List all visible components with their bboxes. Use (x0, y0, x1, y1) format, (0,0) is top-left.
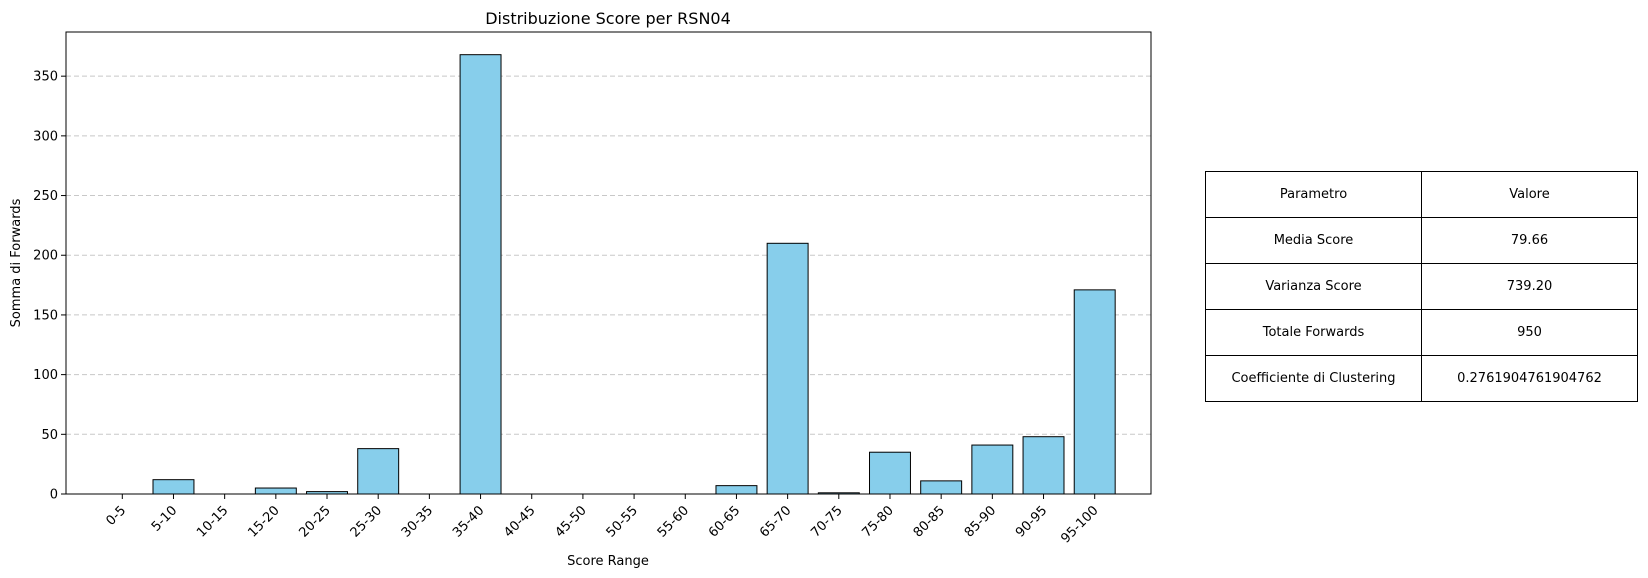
y-tick-label: 150 (33, 308, 58, 323)
table-cell: 950 (1421, 309, 1638, 356)
y-tick-label: 0 (50, 488, 58, 503)
y-tick-label: 200 (33, 249, 58, 264)
bar-60-65 (715, 485, 758, 495)
x-tick-label: 70-75 (808, 503, 845, 540)
grid-lines (66, 75, 1151, 435)
table-cell: Valore (1421, 171, 1638, 218)
x-tick-label: 30-35 (399, 503, 436, 540)
y-tick-label: 250 (33, 189, 58, 204)
x-tick-label: 90-95 (1013, 503, 1050, 540)
table-cell: Varianza Score (1205, 263, 1422, 310)
x-axis: 0-5 5-10 10-15 15-20 20-25 25-30 30-35 35-40 40-… (104, 494, 1102, 546)
table-cell: 0.2761904761904762 (1421, 355, 1638, 402)
table-row: Media Score 79.66 (1205, 217, 1638, 264)
bar-5-10 (152, 479, 195, 495)
y-tick-label: 100 (33, 368, 58, 383)
chart-title: Distribuzione Score per RSN04 (485, 9, 731, 28)
bar-25-30 (357, 448, 400, 495)
y-axis: 0 50 100 150 200 250 300 350 (33, 70, 66, 503)
y-tick-label: 300 (33, 129, 58, 144)
x-tick-label: 60-65 (706, 503, 743, 540)
y-axis-label: Somma di Forwards (9, 198, 24, 327)
table-cell: 79.66 (1421, 217, 1638, 264)
x-tick-label: 5-10 (149, 503, 180, 534)
plot-frame (65, 31, 1152, 495)
table-header-row: Parametro Valore (1205, 171, 1638, 218)
x-tick-label: 15-20 (245, 503, 282, 540)
bar-95-100 (1073, 289, 1116, 495)
x-tick-label: 75-80 (859, 503, 896, 540)
bar-15-20 (254, 487, 297, 495)
bar-80-85 (920, 480, 963, 495)
bar-75-80 (869, 451, 911, 495)
x-tick-label: 20-25 (297, 503, 334, 540)
bars (152, 54, 1116, 495)
x-tick-label: 80-85 (911, 503, 948, 540)
table-cell: Totale Forwards (1205, 309, 1422, 356)
x-tick-label: 45-50 (552, 503, 589, 540)
table-cell: 739.20 (1421, 263, 1638, 310)
x-tick-label: 35-40 (450, 503, 487, 540)
table-row: Varianza Score 739.20 (1205, 263, 1638, 310)
x-tick-label: 25-30 (348, 503, 385, 540)
x-tick-label: 0-5 (104, 503, 130, 529)
x-tick-label: 10-15 (194, 503, 231, 540)
x-tick-label: 85-90 (962, 503, 999, 540)
x-axis-label: Score Range (567, 554, 649, 569)
x-tick-label: 55-60 (655, 503, 692, 540)
bar-65-70 (766, 242, 809, 495)
table-cell: Parametro (1205, 171, 1422, 218)
bar-90-95 (1022, 436, 1065, 495)
x-tick-label: 65-70 (757, 503, 794, 540)
table-cell: Coefficiente di Clustering (1205, 355, 1422, 402)
bar-85-90 (971, 444, 1014, 495)
stats-table: Parametro Valore Media Score 79.66 Varia… (1205, 171, 1638, 402)
x-tick-label: 40-45 (501, 503, 538, 540)
y-tick-label: 350 (33, 70, 58, 85)
bar-35-40 (459, 54, 502, 495)
x-tick-label: 50-55 (604, 503, 641, 540)
table-cell: Media Score (1205, 217, 1422, 264)
x-tick-label: 95-100 (1058, 503, 1101, 546)
table-row: Coefficiente di Clustering 0.27619047619… (1205, 355, 1638, 402)
table-row: Totale Forwards 950 (1205, 309, 1638, 356)
y-tick-label: 50 (41, 428, 58, 443)
